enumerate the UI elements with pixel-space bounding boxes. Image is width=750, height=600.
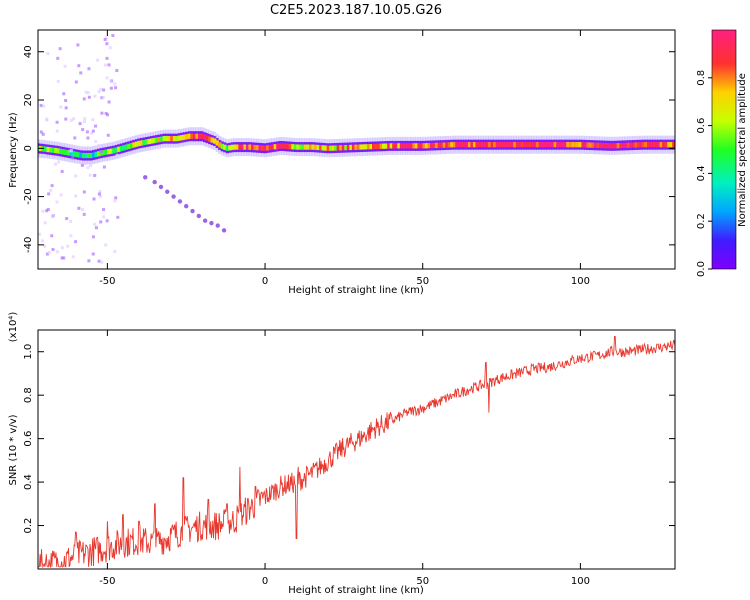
snr-x-tick-label: -50 [99, 576, 115, 587]
spectrogram-scatter-point [171, 194, 176, 199]
snr-y-tick-label: 0.6 [23, 431, 34, 447]
spectrogram-scatter-point [196, 213, 202, 219]
spectrogram-y-tick-label: -40 [23, 237, 34, 253]
colorbar-gradient [711, 29, 737, 270]
spectrogram-scatter-point [158, 184, 164, 190]
colorbar-tick-label: 0.6 [696, 118, 707, 134]
snr-x-tick-label: 0 [262, 576, 268, 587]
snr-panel: -50 0 50 100 0.2 0.4 0.6 0.8 1.0 Height of stra… [8, 312, 676, 596]
spectrogram-x-tick-label: -50 [99, 276, 115, 287]
spectrogram-frame [37, 29, 676, 270]
colorbar-tick-label: 0.0 [696, 261, 707, 277]
spectrogram-scatter-point [177, 199, 183, 204]
spectrogram-y-tick-label: 0 [23, 145, 34, 151]
spectrogram-xlabel: Height of straight line (km) [288, 285, 424, 296]
spectrogram-x-tick-label: 0 [262, 276, 268, 287]
colorbar-label: Normalized spectral amplitude [737, 73, 748, 227]
spectrogram-scatter-point [152, 179, 157, 185]
figure-title: C2E5.2023.187.10.05.G26 [270, 3, 442, 18]
snr-y-tick-label: 0.8 [23, 387, 34, 403]
spectrogram-y-tick-label: 40 [23, 45, 34, 58]
snr-x-tick-label: 50 [416, 576, 429, 587]
spectrogram-scatter-point [143, 175, 148, 180]
spectrogram-scatter-point [184, 204, 189, 209]
colorbar-tick-label: 0.8 [696, 70, 707, 86]
spectrogram-x-tick-label: 50 [416, 276, 429, 287]
spectrogram-scatter-point [202, 218, 208, 223]
spectrogram-scatter-point [221, 228, 227, 233]
snr-x-tick-label: 100 [571, 576, 590, 587]
snr-series-line [38, 336, 675, 569]
spectrogram-scatter-point [165, 189, 170, 194]
spectrogram-scatter-point [215, 223, 220, 228]
spectrogram-scatter-point [190, 208, 195, 214]
snr-y-tick-label: 0.4 [23, 474, 34, 490]
spectrogram-ylabel: Frequency (Hz) [8, 112, 19, 188]
colorbar-tick-label: 0.4 [696, 165, 707, 181]
snr-xlabel: Height of straight line (km) [288, 585, 424, 596]
snr-y-tick-label: 1.0 [23, 344, 34, 360]
spectrogram-panel: -50 0 50 100 -40 -20 0 20 40 Height of straight… [8, 29, 676, 296]
spectrogram-y-tick-label: 20 [23, 94, 34, 107]
snr-frame [37, 329, 676, 570]
spectrogram-y-tick-label: -20 [23, 188, 34, 204]
snr-multiplier: (x10⁴) [8, 312, 19, 343]
colorbar-tick-label: 0.2 [696, 213, 707, 229]
snr-y-tick-label: 0.2 [23, 518, 34, 534]
spectrogram-speckles [38, 34, 120, 264]
snr-ylabel: SNR (10 * v/v) [8, 414, 19, 485]
spectrogram-scatter-point [209, 220, 214, 226]
spectrogram-ridge [38, 133, 675, 159]
spectrogram-x-tick-label: 100 [571, 276, 590, 287]
colorbar: 0.0 0.2 0.4 0.6 0.8 Normalized spectral ampl… [696, 29, 748, 277]
